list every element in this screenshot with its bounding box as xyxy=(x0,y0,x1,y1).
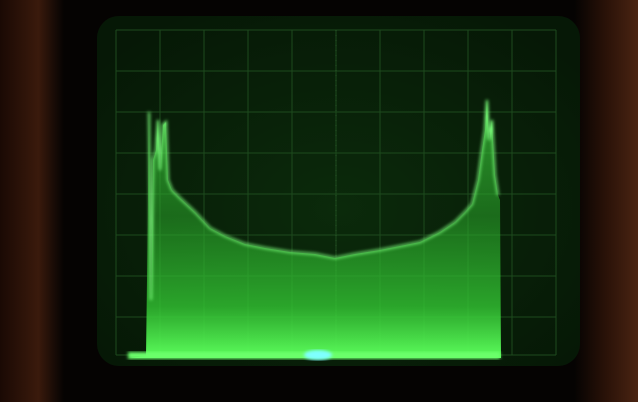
spot-glow xyxy=(304,350,332,360)
oscilloscope-photo xyxy=(0,0,638,402)
page: {} xyxy=(0,0,638,402)
